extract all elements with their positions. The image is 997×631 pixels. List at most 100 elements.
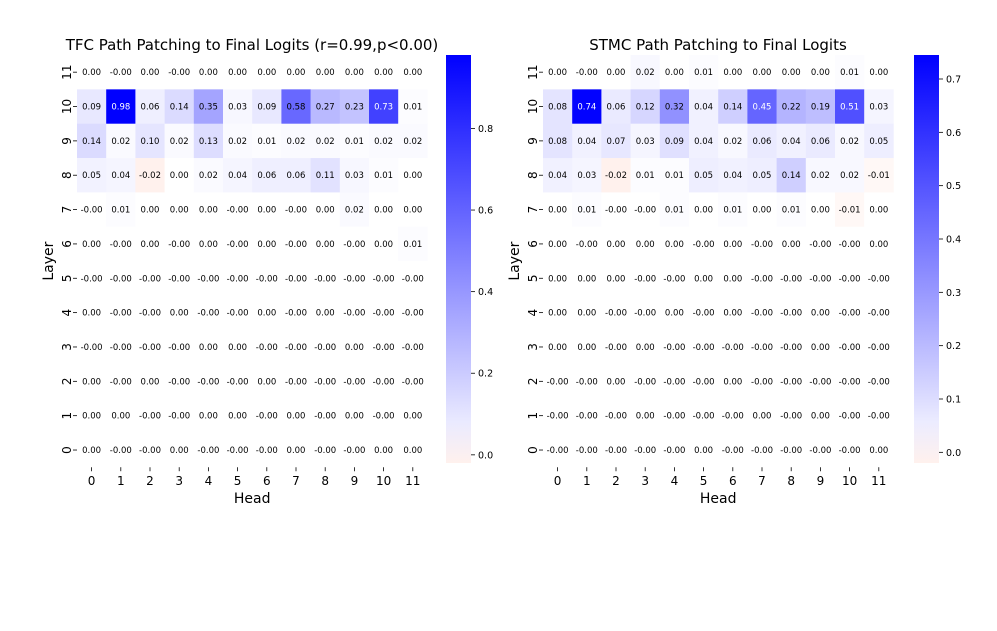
- cell-label: -0.00: [693, 343, 715, 353]
- heatmap-cell: [689, 364, 719, 399]
- x-tick-label: 2: [146, 474, 154, 488]
- cell-label: -0.00: [868, 343, 890, 353]
- heatmap-cell: [339, 192, 370, 228]
- heatmap-cell: [747, 364, 777, 399]
- heatmap-cell: [369, 295, 399, 331]
- heatmap-cell: [659, 364, 690, 399]
- cell-label: -0.00: [197, 309, 219, 319]
- cell-label: 0.00: [199, 240, 218, 250]
- cell-label: 0.00: [548, 68, 567, 78]
- heatmap-cell: [106, 329, 136, 365]
- heatmap-cell: [398, 123, 428, 159]
- heatmap-cell: [252, 329, 282, 365]
- x-tick-label: 8: [787, 474, 795, 488]
- heatmap-cell: [252, 295, 282, 331]
- heatmap-cell: [339, 89, 370, 124]
- cell-label: 0.00: [199, 206, 218, 216]
- heatmap-cell: [776, 261, 807, 296]
- cell-label: 0.00: [257, 206, 276, 216]
- heatmap-cell: [223, 295, 253, 331]
- cell-label: -0.00: [256, 274, 278, 284]
- x-tick-label: 7: [758, 474, 766, 488]
- y-tick-label: 11: [60, 65, 74, 80]
- x-tick-label: 1: [117, 474, 125, 488]
- cell-label: 0.13: [199, 137, 218, 147]
- cell-label: -0.00: [314, 412, 336, 422]
- heatmap-cell: [601, 398, 631, 434]
- cell-label: 0.03: [345, 171, 364, 181]
- heatmap-cell: [106, 226, 136, 262]
- heatmap-cell: [659, 123, 690, 159]
- cell-label: 0.02: [636, 68, 655, 78]
- heatmap-cell: [106, 295, 136, 331]
- cell-label: 0.00: [723, 309, 742, 319]
- heatmap-cell: [776, 329, 807, 365]
- cell-label: 0.00: [111, 412, 130, 422]
- cell-label: 0.00: [753, 412, 772, 422]
- x-tick-label: 10: [376, 474, 391, 488]
- cell-label: 0.02: [287, 137, 306, 147]
- heatmap-cell: [601, 226, 631, 262]
- cell-label: 0.00: [403, 206, 422, 216]
- cell-label: 0.00: [316, 240, 335, 250]
- y-tick-label: 10: [60, 99, 74, 114]
- cell-label: 0.00: [287, 412, 306, 422]
- heatmap-cell: [106, 432, 136, 468]
- colorbar-tick-label: 0.0: [946, 448, 961, 459]
- heatmap-cell: [193, 123, 224, 159]
- cell-label: 0.00: [170, 206, 189, 216]
- cell-label: 0.06: [257, 171, 276, 181]
- cell-label: -0.00: [402, 377, 424, 387]
- heatmap-cell: [601, 329, 631, 365]
- heatmap-cell: [543, 364, 573, 399]
- cell-label: 0.00: [345, 412, 364, 422]
- heatmap-cell: [135, 158, 165, 193]
- heatmap-cell: [543, 123, 573, 159]
- cell-label: 0.00: [665, 68, 684, 78]
- heatmap-cell: [164, 398, 195, 434]
- heatmap-cell: [398, 261, 428, 296]
- cell-label: -0.00: [110, 377, 132, 387]
- cell-label: 0.04: [577, 137, 596, 147]
- heatmap-cell: [164, 261, 195, 296]
- heatmap-cell: [369, 123, 399, 159]
- heatmap-cell: [601, 261, 631, 296]
- heatmap-cell: [718, 158, 748, 193]
- heatmap-cell: [135, 432, 165, 468]
- cell-label: 0.04: [782, 137, 801, 147]
- cell-label: -0.00: [81, 206, 103, 216]
- cell-label: -0.00: [139, 274, 161, 284]
- heatmap-cell: [223, 55, 253, 90]
- heatmap-cell: [77, 158, 107, 193]
- heatmap-cell: [776, 295, 807, 331]
- cell-label: 0.00: [869, 206, 888, 216]
- cell-label: 0.06: [753, 137, 772, 147]
- cell-label: 0.01: [694, 68, 713, 78]
- cell-label: 0.98: [111, 103, 130, 113]
- heatmap-cell: [135, 364, 165, 399]
- heatmap-cell: [164, 158, 195, 193]
- colorbar-tick-label: 0.2: [478, 369, 493, 380]
- cell-label: 0.01: [723, 206, 742, 216]
- x-tick-label: 11: [405, 474, 420, 488]
- cell-label: 0.00: [869, 68, 888, 78]
- cell-label: 0.00: [636, 412, 655, 422]
- heatmap-cell: [835, 55, 865, 90]
- y-tick-label: 5: [526, 274, 540, 282]
- cell-label: 0.00: [316, 206, 335, 216]
- heatmap-cell: [135, 192, 165, 228]
- cell-label: -0.00: [343, 274, 365, 284]
- cell-label: 0.00: [82, 309, 101, 319]
- heatmap-cell: [77, 226, 107, 262]
- cell-label: 0.00: [345, 68, 364, 78]
- cell-label: -0.00: [693, 412, 715, 422]
- y-tick-label: 9: [60, 137, 74, 145]
- heatmap-cell: [601, 158, 631, 193]
- heatmap-cell: [281, 226, 311, 262]
- heatmap-cell: [281, 158, 311, 193]
- x-tick-label: 0: [554, 474, 562, 488]
- heatmap-cell: [543, 192, 573, 228]
- heatmap-cell: [252, 432, 282, 468]
- heatmap-cell: [835, 432, 865, 468]
- cell-label: 0.01: [403, 240, 422, 250]
